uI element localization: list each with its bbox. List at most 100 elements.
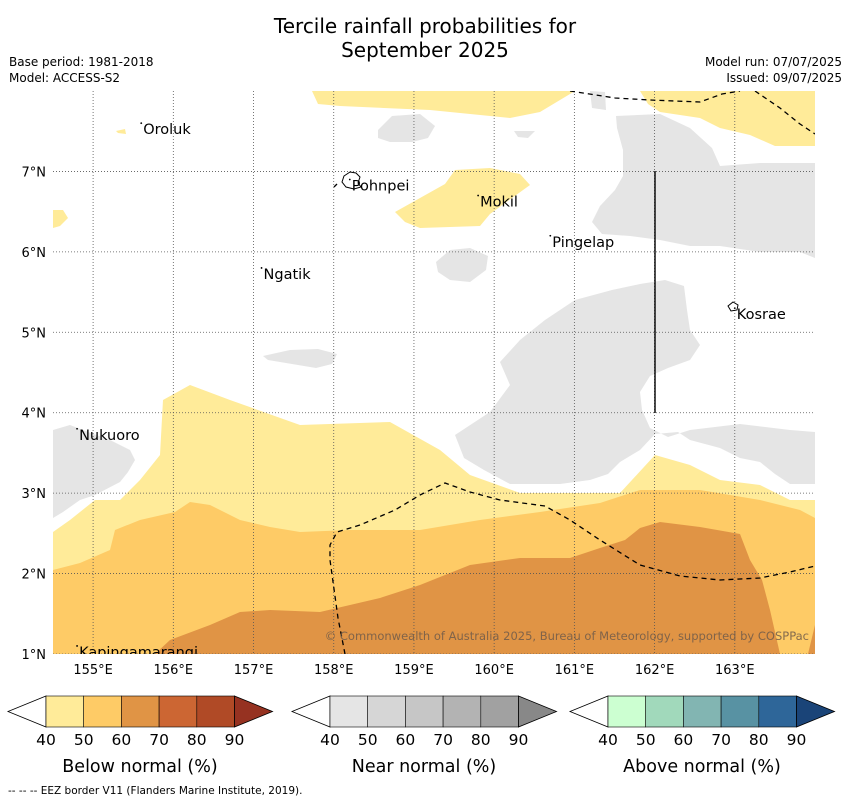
place-marker <box>733 307 736 310</box>
place-kapingamarangi: Kapingamarangi <box>76 645 198 661</box>
place-kosrae: Kosrae <box>733 307 786 323</box>
place-nukuoro: Nukuoro <box>76 428 140 444</box>
longitude-tick-label: 158°E <box>314 663 354 678</box>
place-oroluk: Oroluk <box>140 122 191 138</box>
legend-tick-label: 90 <box>225 731 245 749</box>
place-marker <box>477 194 480 197</box>
place-label: Kapingamarangi <box>79 645 198 661</box>
legend-swatch <box>83 695 122 728</box>
longitude-tick-label: 162°E <box>635 663 675 678</box>
near-patch-2 <box>436 248 488 282</box>
kosrae-island <box>727 301 739 312</box>
run-info: Model run: 07/07/2025 Issued: 09/07/2025 <box>705 54 842 86</box>
legend-swatch <box>480 695 519 728</box>
longitude-labels: 155°E 156°E 157°E 158°E 159°E 160°E 161°E 162°E… <box>73 663 754 678</box>
model-run: Model run: 07/07/2025 <box>704 55 842 69</box>
below-north-patch-3 <box>395 168 530 228</box>
legend-swatch <box>720 695 760 728</box>
legend-tick-label: 40 <box>36 731 56 749</box>
legend-tick-label: 80 <box>749 731 769 749</box>
legend-over-triangle <box>518 695 558 728</box>
legend-swatch <box>329 695 369 728</box>
below-oroluk-patch <box>116 129 126 134</box>
near-patch-4 <box>590 91 606 110</box>
legend-swatch <box>758 695 797 728</box>
near-kosrae-area <box>455 280 815 484</box>
model-info: Base period: 1981-2018 Model: ACCESS-S2 <box>9 54 154 86</box>
place-pohnpei: Pohnpei <box>348 178 410 194</box>
legend-below-label: Below normal (%) <box>62 757 217 777</box>
place-label: Ngatik <box>264 267 312 283</box>
longitude-tick-label: 161°E <box>555 663 595 678</box>
legend-swatch <box>45 695 85 728</box>
place-labels: Oroluk Pohnpei Mokil Pingelap Ngatik Kosrae Nu… <box>76 122 786 661</box>
legend-swatch <box>196 695 235 728</box>
legend-over-triangle <box>796 695 836 728</box>
latitude-tick-label: 2°N <box>22 568 47 583</box>
legend-near-label: Near normal (%) <box>352 757 497 777</box>
pohnpei-island <box>341 171 362 190</box>
legend-tick-label: 50 <box>74 731 94 749</box>
legend-over-triangle <box>234 695 274 728</box>
latitude-tick-label: 1°N <box>22 648 47 663</box>
legend-tick-label: 70 <box>149 731 169 749</box>
legend-swatch <box>121 695 160 728</box>
place-label: Pohnpei <box>352 178 410 194</box>
latitude-tick-label: 5°N <box>22 326 47 341</box>
longitude-tick-label: 163°E <box>715 663 755 678</box>
legend-swatch <box>442 695 482 728</box>
legend-tick-label: 60 <box>396 731 416 749</box>
legend-tick-label: 60 <box>674 731 694 749</box>
place-label: Kosrae <box>737 307 786 323</box>
legend-tick-label: 90 <box>509 731 529 749</box>
below-west-patch <box>53 210 68 228</box>
legend-swatch <box>607 695 647 728</box>
latitude-tick-label: 7°N <box>22 165 47 180</box>
legend-tick-label: 70 <box>433 731 453 749</box>
longitude-tick-label: 156°E <box>154 663 194 678</box>
legend-near-normal: 40 50 60 70 80 90 <box>290 695 558 749</box>
longitude-tick-label: 157°E <box>234 663 274 678</box>
near-west-area <box>53 425 135 518</box>
place-marker <box>260 267 263 269</box>
near-patch-5 <box>514 131 535 138</box>
near-patch-1 <box>378 114 435 142</box>
legend-tick-label: 90 <box>787 731 807 749</box>
legend-swatch <box>158 695 198 728</box>
legend-tick-label: 50 <box>636 731 656 749</box>
legend-above-normal: 40 50 60 70 80 90 <box>568 695 836 749</box>
legend-tick-label: 50 <box>358 731 378 749</box>
latitude-tick-label: 6°N <box>22 246 47 261</box>
legend-under-triangle <box>290 695 331 728</box>
place-marker <box>348 178 351 181</box>
place-marker <box>549 234 552 237</box>
legend-tick-label: 80 <box>187 731 207 749</box>
place-label: Mokil <box>480 195 518 211</box>
place-label: Pingelap <box>552 235 614 251</box>
place-pingelap: Pingelap <box>549 235 614 251</box>
latitude-labels: 1°N 2°N 3°N 4°N 5°N 6°N 7°N <box>22 165 47 663</box>
map-title: Tercile rainfall probabilities for Septe… <box>0 14 850 62</box>
latitude-tick-label: 4°N <box>22 407 47 422</box>
legend-under-triangle <box>568 695 609 728</box>
place-ngatik: Ngatik <box>260 267 312 283</box>
place-marker <box>140 122 143 125</box>
legend-swatch <box>367 695 406 728</box>
place-mokil: Mokil <box>477 195 518 211</box>
latitude-tick-label: 3°N <box>22 487 47 502</box>
longitude-tick-label: 159°E <box>394 663 434 678</box>
legend-swatch <box>645 695 684 728</box>
title-line-1: Tercile rainfall probabilities for <box>273 14 577 38</box>
eez-footnote: -- -- -- EEZ border V11 (Flanders Marine… <box>8 785 303 797</box>
legend-under-triangle <box>6 695 47 728</box>
longitude-tick-label: 155°E <box>73 663 113 678</box>
place-label: Oroluk <box>143 122 191 138</box>
near-patch-3 <box>263 349 337 368</box>
below-70-80-edge <box>808 625 815 654</box>
base-period: Base period: 1981-2018 <box>9 55 154 69</box>
legend-tick-label: 60 <box>112 731 132 749</box>
legend-tick-label: 70 <box>711 731 731 749</box>
issued-date: Issued: 09/07/2025 <box>726 71 842 85</box>
legend-swatch <box>405 695 444 728</box>
legend-above-label: Above normal (%) <box>623 757 781 777</box>
